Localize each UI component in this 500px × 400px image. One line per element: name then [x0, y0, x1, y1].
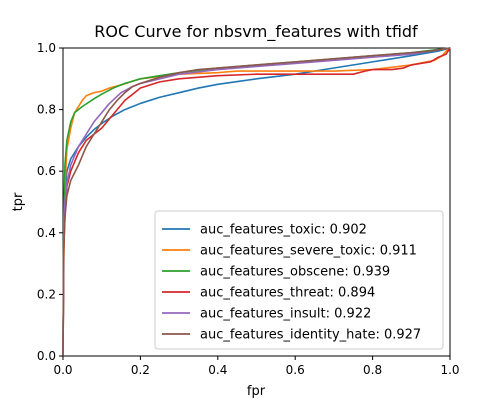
series-layer	[62, 47, 451, 357]
legend-label-6: auc_features_identity_hate: 0.927	[200, 328, 421, 343]
x-tick-label: 0.8	[363, 363, 382, 377]
legend-label-4: auc_features_threat: 0.894	[200, 286, 375, 301]
legend-frame	[154, 210, 444, 350]
y-axis-ticks: 0.0 0.2 0.4 0.6 0.8 1.0	[37, 41, 63, 363]
legend: auc_features_toxic: 0.902 auc_features_se…	[154, 210, 444, 350]
legend-label-5: auc_features_insult: 0.922	[200, 307, 371, 322]
x-tick-label: 0.4	[208, 363, 227, 377]
series-line-4	[62, 47, 451, 357]
x-axis-label: fpr	[247, 384, 266, 399]
legend-label-2: auc_features_severe_toxic: 0.911	[200, 244, 417, 259]
y-tick-label: 0.8	[37, 103, 56, 117]
x-tick-label: 0.2	[131, 363, 150, 377]
x-tick-label: 0.0	[53, 363, 72, 377]
chart-title: ROC Curve for nbsvm_features with tfidf	[94, 22, 418, 42]
y-tick-label: 0.6	[37, 164, 56, 178]
x-tick-label: 1.0	[440, 363, 459, 377]
y-tick-label: 0.0	[37, 349, 56, 363]
x-axis-ticks: 0.0 0.2 0.4 0.6 0.8 1.0	[53, 356, 460, 377]
x-tick-label: 0.6	[286, 363, 305, 377]
y-tick-label: 0.4	[37, 226, 56, 240]
plot-area: 0.0 0.2 0.4 0.6 0.8 1.0 0.0 0.2 0.4 0.6 0.8 1.0	[37, 41, 460, 377]
legend-label-3: auc_features_obscene: 0.939	[200, 265, 390, 280]
series-line-1	[62, 47, 451, 357]
y-axis-label: tpr	[11, 192, 26, 211]
y-tick-label: 0.2	[37, 287, 56, 301]
plot-frame	[62, 47, 451, 357]
series-line-6	[62, 47, 451, 357]
legend-items: auc_features_toxic: 0.902 auc_features_se…	[162, 223, 421, 343]
series-line-5	[62, 47, 451, 357]
y-tick-label: 1.0	[37, 41, 56, 55]
legend-label-1: auc_features_toxic: 0.902	[200, 223, 367, 238]
